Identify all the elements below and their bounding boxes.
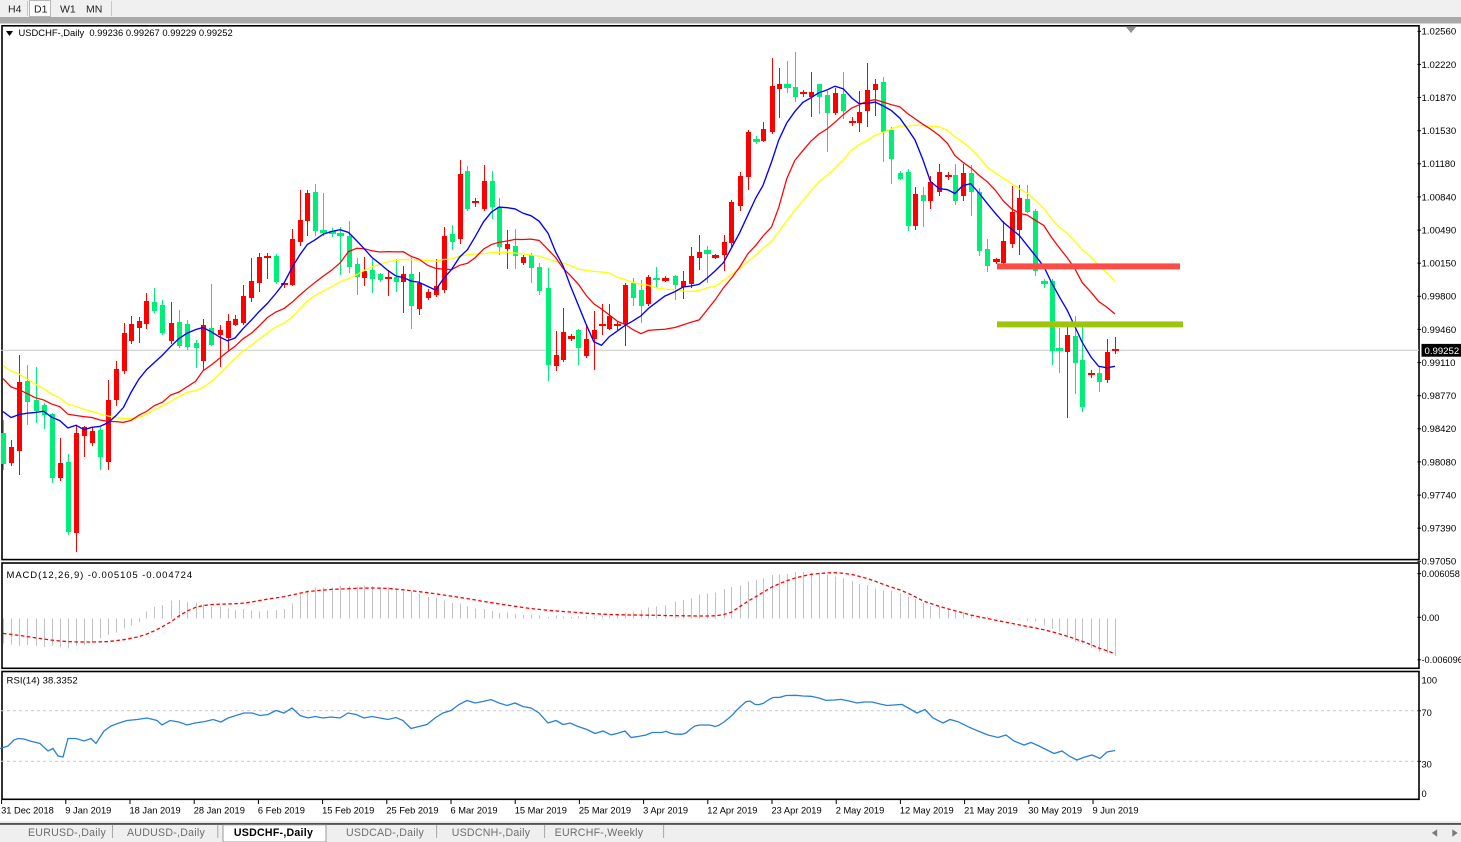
svg-text:0.97740: 0.97740 bbox=[1422, 490, 1457, 501]
svg-text:W1: W1 bbox=[60, 4, 76, 16]
svg-text:0.99800: 0.99800 bbox=[1422, 292, 1457, 303]
svg-text:15 Feb 2019: 15 Feb 2019 bbox=[322, 806, 374, 816]
svg-text:0: 0 bbox=[1422, 789, 1427, 799]
svg-text:15 Mar 2019: 15 Mar 2019 bbox=[515, 806, 567, 816]
svg-text:1.01180: 1.01180 bbox=[1422, 159, 1456, 170]
svg-text:28 Jan 2019: 28 Jan 2019 bbox=[194, 806, 245, 816]
svg-text:0.97390: 0.97390 bbox=[1422, 524, 1457, 535]
svg-text:MACD(12,26,9) -0.005105 -0.004: MACD(12,26,9) -0.005105 -0.004724 bbox=[7, 570, 194, 581]
svg-text:AUDUSD-,Daily: AUDUSD-,Daily bbox=[127, 827, 205, 839]
svg-text:0.98770: 0.98770 bbox=[1422, 391, 1457, 402]
svg-text:2 May 2019: 2 May 2019 bbox=[836, 806, 885, 816]
svg-text:6 Feb 2019: 6 Feb 2019 bbox=[258, 806, 305, 816]
svg-text:25 Mar 2019: 25 Mar 2019 bbox=[579, 806, 631, 816]
svg-text:18 Jan 2019: 18 Jan 2019 bbox=[130, 806, 181, 816]
svg-text:12 Apr 2019: 12 Apr 2019 bbox=[707, 806, 757, 816]
svg-text:25 Feb 2019: 25 Feb 2019 bbox=[386, 806, 438, 816]
svg-text:0.99110: 0.99110 bbox=[1422, 358, 1456, 369]
svg-text:31 Dec 2018: 31 Dec 2018 bbox=[1, 806, 54, 816]
svg-text:0.98080: 0.98080 bbox=[1422, 457, 1457, 468]
svg-text:1.02220: 1.02220 bbox=[1422, 60, 1457, 71]
svg-text:MN: MN bbox=[86, 4, 102, 16]
svg-text:100: 100 bbox=[1422, 676, 1438, 686]
svg-text:EURCHF-,Weekly: EURCHF-,Weekly bbox=[555, 827, 644, 839]
svg-text:23 Apr 2019: 23 Apr 2019 bbox=[772, 806, 822, 816]
svg-text:USDCAD-,Daily: USDCAD-,Daily bbox=[346, 827, 424, 839]
svg-text:0.00: 0.00 bbox=[1422, 613, 1440, 623]
svg-text:30: 30 bbox=[1422, 760, 1432, 770]
svg-text:0.006058: 0.006058 bbox=[1422, 569, 1460, 579]
svg-text:1.00490: 1.00490 bbox=[1422, 226, 1457, 237]
svg-text:9 Jun 2019: 9 Jun 2019 bbox=[1093, 806, 1139, 816]
svg-text:0.99252: 0.99252 bbox=[1425, 346, 1460, 357]
svg-text:USDCHF-,Daily 0.99236 0.99267: USDCHF-,Daily 0.99236 0.99267 0.99229 0.… bbox=[19, 27, 233, 38]
svg-text:1.01870: 1.01870 bbox=[1422, 93, 1457, 104]
svg-text:1.00150: 1.00150 bbox=[1422, 259, 1457, 270]
svg-text:0.97050: 0.97050 bbox=[1422, 557, 1457, 568]
svg-text:D1: D1 bbox=[34, 4, 48, 16]
svg-text:9 Jan 2019: 9 Jan 2019 bbox=[65, 806, 111, 816]
svg-text:USDCNH-,Daily: USDCNH-,Daily bbox=[452, 827, 531, 839]
svg-text:-0.006096: -0.006096 bbox=[1422, 655, 1461, 665]
svg-text:USDCHF-,Daily: USDCHF-,Daily bbox=[234, 827, 313, 839]
svg-text:70: 70 bbox=[1422, 708, 1432, 718]
svg-text:0.99460: 0.99460 bbox=[1422, 325, 1457, 336]
svg-text:1.02560: 1.02560 bbox=[1422, 27, 1457, 38]
svg-text:EURUSD-,Daily: EURUSD-,Daily bbox=[28, 827, 106, 839]
svg-text:6 Mar 2019: 6 Mar 2019 bbox=[451, 806, 498, 816]
svg-text:21 May 2019: 21 May 2019 bbox=[964, 806, 1018, 816]
svg-text:1.00840: 1.00840 bbox=[1422, 192, 1457, 203]
svg-text:RSI(14) 38.3352: RSI(14) 38.3352 bbox=[7, 676, 78, 687]
svg-text:3 Apr 2019: 3 Apr 2019 bbox=[643, 806, 688, 816]
svg-text:30 May 2019: 30 May 2019 bbox=[1028, 806, 1082, 816]
svg-text:12 May 2019: 12 May 2019 bbox=[900, 806, 954, 816]
svg-text:0.98420: 0.98420 bbox=[1422, 424, 1457, 435]
svg-text:H4: H4 bbox=[8, 4, 22, 16]
svg-text:1.01530: 1.01530 bbox=[1422, 126, 1457, 137]
